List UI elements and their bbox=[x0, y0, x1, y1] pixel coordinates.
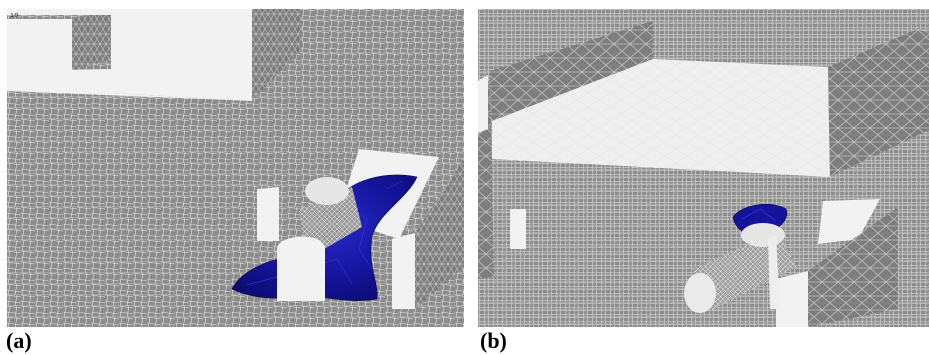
wall-block-face bbox=[7, 19, 72, 71]
panel-b-render bbox=[478, 9, 929, 327]
small-block bbox=[257, 187, 279, 241]
slab-face bbox=[818, 199, 880, 244]
small-block bbox=[510, 209, 526, 249]
corner-label: ıo bbox=[10, 11, 19, 19]
panel-a-render bbox=[7, 9, 464, 327]
right-wall-side bbox=[415, 159, 464, 309]
room-wall-face bbox=[111, 9, 252, 101]
front-wall-face bbox=[776, 271, 808, 327]
panel-a-caption: (a) bbox=[6, 328, 32, 353]
box-right-side bbox=[828, 29, 929, 177]
box-left-side bbox=[490, 21, 653, 121]
front-wall-side bbox=[808, 207, 898, 327]
box-front-face bbox=[492, 59, 830, 177]
cylinder-end bbox=[305, 177, 349, 205]
cylinder-end bbox=[684, 273, 716, 313]
panel-a-image: ıo bbox=[7, 9, 464, 327]
wall-block-side bbox=[72, 9, 111, 71]
pillar-front bbox=[277, 236, 325, 301]
right-wall-face bbox=[392, 233, 415, 309]
panel-b-caption: (b) bbox=[480, 328, 507, 353]
room-wall-side bbox=[252, 9, 302, 101]
panel-b-image bbox=[478, 9, 929, 327]
